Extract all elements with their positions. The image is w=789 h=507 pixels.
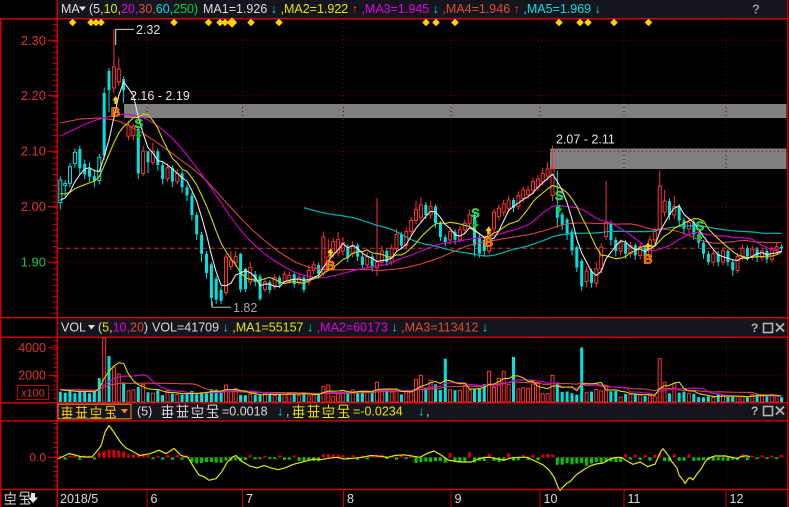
svg-text:2000: 2000 [18,368,46,382]
svg-text:0.0: 0.0 [29,450,46,464]
svg-text:6: 6 [151,492,158,506]
svg-text:?: ? [752,2,760,17]
svg-text:(5,10,20): (5,10,20) [98,321,148,335]
svg-text:,: , [426,405,429,419]
svg-text:↓: ↓ [418,405,424,419]
svg-text:1.90: 1.90 [21,255,46,270]
svg-text:2.07 - 2.11: 2.07 - 2.11 [556,133,615,147]
svg-text:MA: MA [61,2,80,16]
svg-text:↓: ↓ [277,405,283,419]
svg-text:x100: x100 [21,388,45,400]
svg-text:=0.0018: =0.0018 [222,405,268,419]
svg-text:=-0.0234: =-0.0234 [353,405,403,419]
svg-text:VOL: VOL [61,321,86,335]
svg-text:2.32: 2.32 [136,23,160,37]
svg-text:4000: 4000 [18,341,46,355]
svg-text:8: 8 [347,492,354,506]
svg-text:10: 10 [544,492,558,506]
svg-text:B: B [326,258,335,273]
svg-text:2.20: 2.20 [21,88,46,103]
svg-text:?: ? [751,404,758,418]
svg-text:11: 11 [628,492,641,506]
svg-text:B: B [484,235,493,250]
svg-text:,: , [286,405,289,419]
svg-text:1.82: 1.82 [233,301,257,315]
svg-text:2.16 - 2.19: 2.16 - 2.19 [130,89,190,103]
svg-text:S: S [555,188,564,203]
svg-text:2.10: 2.10 [21,144,46,159]
svg-text:7: 7 [246,492,253,506]
svg-text:9: 9 [455,492,462,506]
svg-text:B: B [111,105,120,120]
svg-text:B: B [643,252,652,267]
svg-text:12: 12 [730,492,744,506]
svg-text:2018/5: 2018/5 [60,492,98,506]
svg-text:S: S [471,206,480,221]
svg-text:2.30: 2.30 [21,33,46,48]
svg-text:VOL=41709 ↓ ,MA1=55157 ↓ ,MA2=: VOL=41709 ↓ ,MA1=55157 ↓ ,MA2=60173 ↓ ,M… [152,321,488,335]
svg-text:S: S [696,219,705,234]
svg-text:2.00: 2.00 [21,199,46,214]
svg-text:(5,10,20,30,60,250): (5,10,20,30,60,250) [89,2,198,16]
svg-text:?: ? [751,321,758,335]
svg-text:(5): (5) [137,405,152,419]
svg-text:MA1=1.926 ↓ ,MA2=1.922 ↑ ,MA3=: MA1=1.926 ↓ ,MA2=1.922 ↑ ,MA3=1.945 ↓ ,M… [203,2,601,16]
svg-text:S: S [134,116,143,131]
